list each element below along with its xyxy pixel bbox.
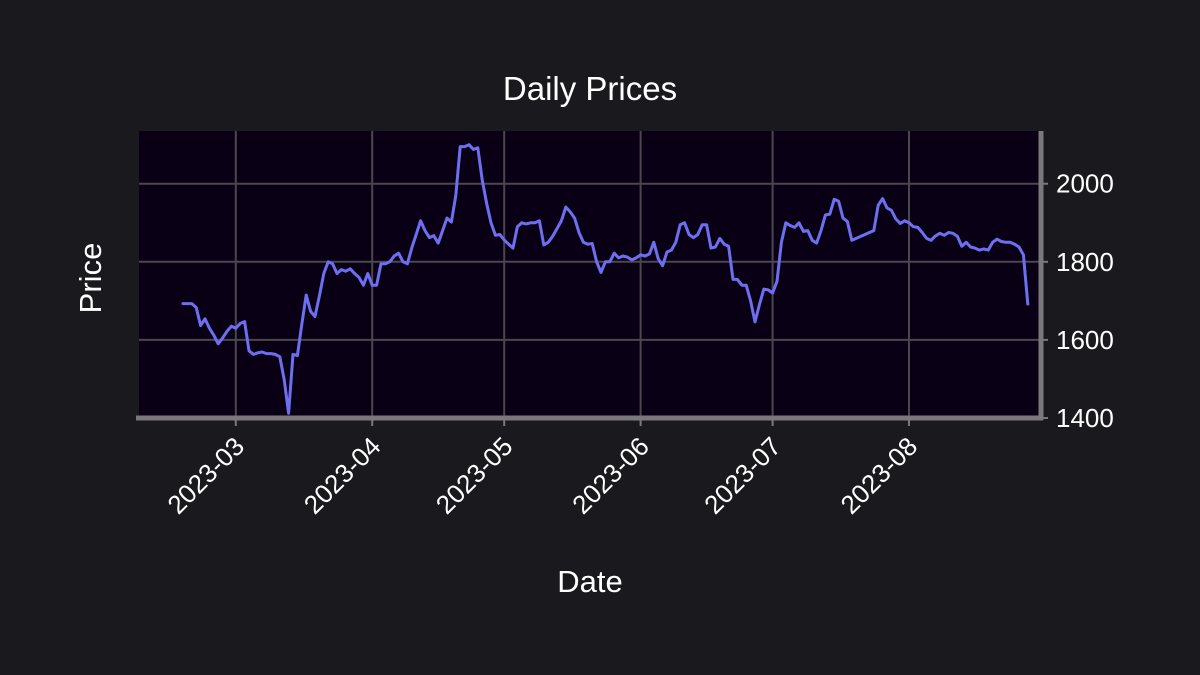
vertical-gridlines <box>234 131 910 418</box>
y-tick-label: 1800 <box>1056 247 1114 277</box>
y-tick-label: 1400 <box>1056 403 1114 433</box>
price-line <box>181 143 1030 415</box>
plot-area <box>139 131 1041 418</box>
y-axis-ticks: 1400 1600 1800 2000 <box>1041 169 1114 433</box>
y-axis-title: Price <box>73 243 108 314</box>
chart-title: Daily Prices <box>503 70 677 107</box>
y-tick-label: 1600 <box>1056 325 1114 355</box>
series-layer <box>181 143 1030 415</box>
axis-spines <box>136 131 1044 421</box>
horizontal-gridlines <box>139 182 1041 341</box>
x-axis-title: Date <box>557 564 622 599</box>
y-tick-label: 2000 <box>1056 169 1114 199</box>
